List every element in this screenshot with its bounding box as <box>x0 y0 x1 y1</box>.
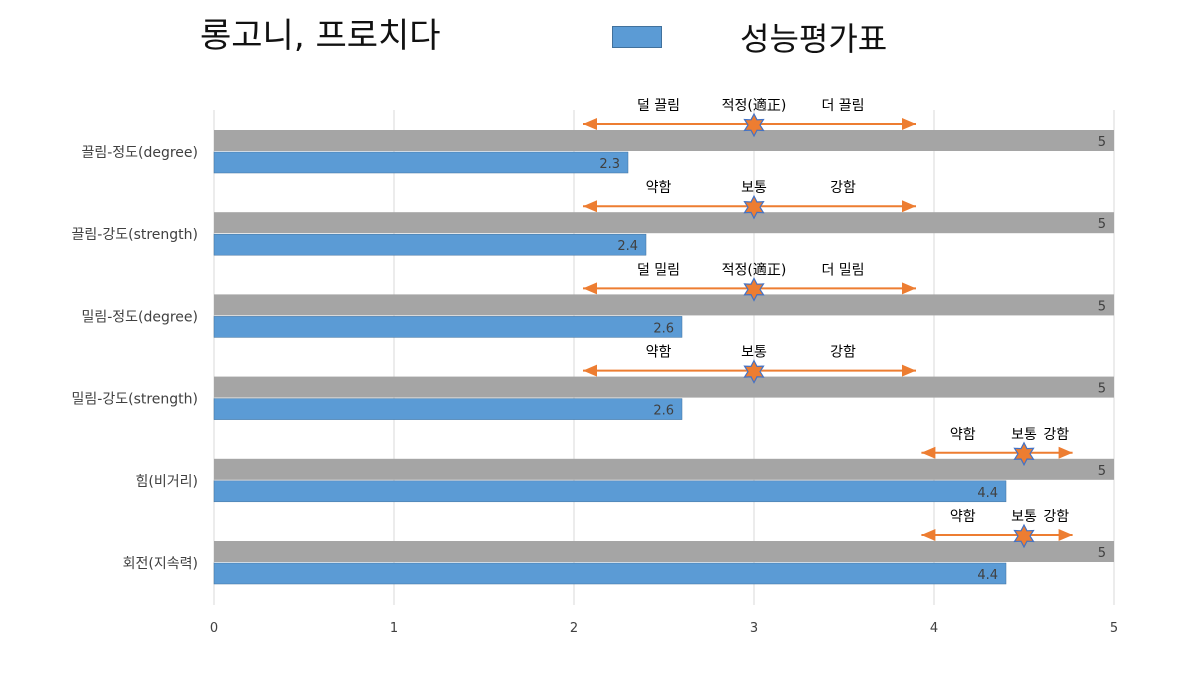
category-label-0: 끌림-정도(degree) <box>81 145 198 161</box>
scale-mid-label-0: 적정(適正) <box>722 97 787 114</box>
scale-low-label-2: 덜 밀림 <box>637 262 680 278</box>
category-label-5: 회전(지속력) <box>123 556 198 572</box>
max-bar-4 <box>214 458 1114 480</box>
max-bar-0 <box>214 130 1114 151</box>
scale-mid-label-3: 보통 <box>741 345 767 361</box>
x-tick-label-4: 4 <box>930 621 938 636</box>
scale-low-label-1: 약함 <box>646 180 672 196</box>
score-bar-0 <box>213 151 629 174</box>
x-tick-label-1: 1 <box>390 621 398 636</box>
scale-high-label-5: 강함 <box>1043 509 1069 525</box>
score-value-label-4: 4.4 <box>977 486 998 501</box>
scale-mid-label-5: 보통 <box>1011 509 1037 525</box>
max-value-label-2: 5 <box>1098 299 1106 314</box>
scale-low-label-0: 덜 끌림 <box>637 98 680 114</box>
scale-star-marker-5 <box>1013 523 1035 549</box>
x-tick-label-5: 5 <box>1110 621 1118 636</box>
scale-star-marker-3 <box>743 359 765 384</box>
scale-high-label-3: 강함 <box>830 345 856 361</box>
max-bar-3 <box>214 376 1114 398</box>
legend-label: 성능평가표 <box>740 20 888 58</box>
category-label-4: 힘(비거리) <box>136 474 198 490</box>
category-label-1: 끌림-강도(strength) <box>72 227 198 243</box>
scale-high-label-0: 더 끌림 <box>821 98 864 114</box>
scale-mid-label-4: 보통 <box>1011 427 1037 443</box>
max-value-label-3: 5 <box>1098 382 1106 397</box>
max-value-label-1: 5 <box>1098 217 1106 232</box>
score-bar-2 <box>213 316 683 338</box>
x-tick-label-3: 3 <box>750 621 758 636</box>
scale-star-marker-0 <box>743 112 765 138</box>
scale-high-label-2: 더 밀림 <box>821 262 864 278</box>
score-bar-1 <box>213 233 647 256</box>
score-value-label-0: 2.3 <box>599 157 620 172</box>
max-value-label-0: 5 <box>1098 135 1106 150</box>
score-bar-5 <box>213 562 1007 585</box>
scale-low-label-3: 약함 <box>646 345 672 361</box>
scale-star-marker-4 <box>1013 441 1035 467</box>
score-value-label-1: 2.4 <box>617 239 638 254</box>
max-bar-5 <box>214 541 1114 562</box>
score-value-label-2: 2.6 <box>653 321 674 336</box>
scale-low-label-4: 약함 <box>950 427 976 443</box>
legend: 성능평가표 <box>612 14 887 60</box>
max-bar-1 <box>214 212 1114 234</box>
score-value-label-5: 4.4 <box>977 568 998 583</box>
score-bar-3 <box>213 398 683 420</box>
scale-high-label-4: 강함 <box>1043 427 1069 443</box>
scale-low-label-5: 약함 <box>950 509 976 525</box>
scale-star-marker-2 <box>743 277 765 302</box>
scale-high-label-1: 강함 <box>830 180 856 196</box>
legend-swatch <box>612 26 662 48</box>
max-value-label-5: 5 <box>1098 546 1106 561</box>
category-label-2: 밀림-정도(degree) <box>81 309 198 325</box>
chart-title: 롱고니, 프로치다 <box>200 16 441 56</box>
category-label-3: 밀림-강도(strength) <box>72 392 198 408</box>
x-tick-label-2: 2 <box>570 621 578 636</box>
max-bar-2 <box>214 294 1114 316</box>
scale-mid-label-2: 적정(適正) <box>722 261 787 278</box>
scale-star-marker-1 <box>743 194 765 220</box>
max-value-label-4: 5 <box>1098 464 1106 479</box>
score-value-label-3: 2.6 <box>653 404 674 419</box>
scale-mid-label-1: 보통 <box>741 180 767 196</box>
score-bar-4 <box>213 480 1007 503</box>
x-tick-label-0: 0 <box>210 621 218 636</box>
